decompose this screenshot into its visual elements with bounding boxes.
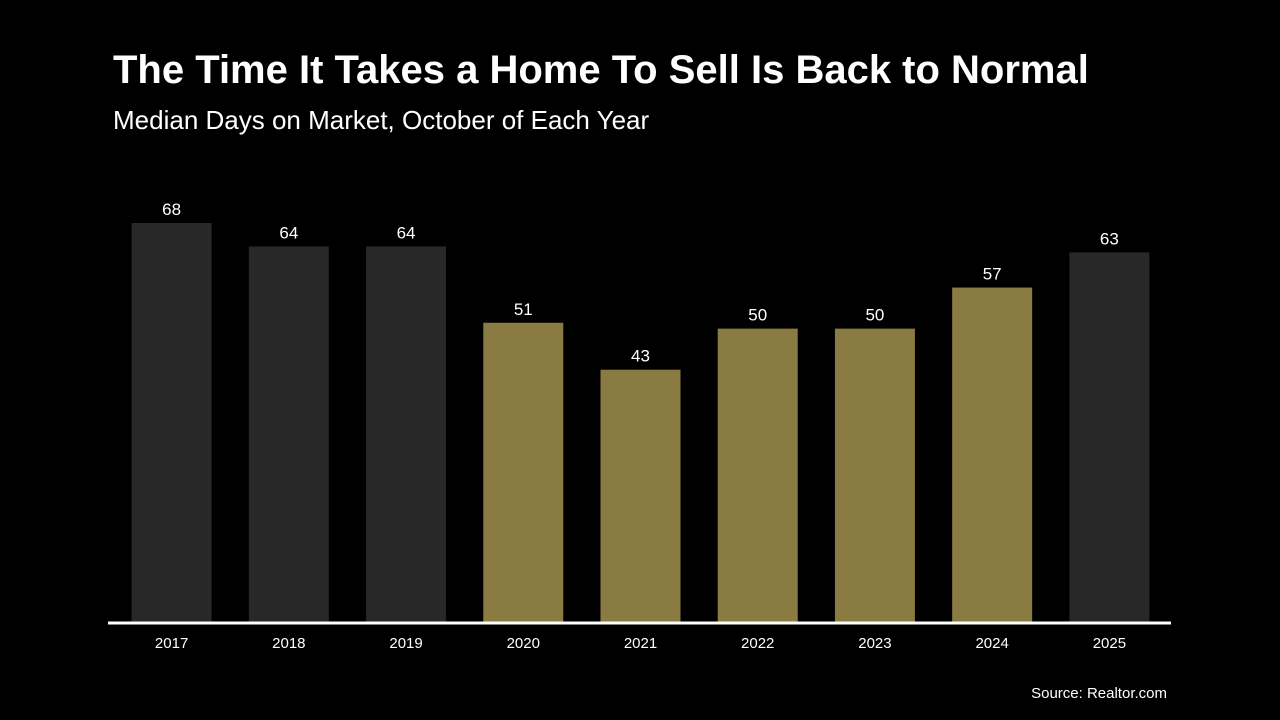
x-tick-label-2021: 2021 [624, 635, 657, 652]
value-label-2022: 50 [748, 306, 767, 325]
value-label-2021: 43 [631, 347, 650, 366]
bar-2018 [248, 246, 329, 622]
bar-2021 [600, 369, 681, 622]
bar-2019 [366, 246, 447, 622]
source-note: Source: Realtor.com [1031, 685, 1167, 702]
bar-2020 [483, 322, 564, 622]
value-labels-group: 68 64 64 51 43 50 50 57 63 [162, 200, 1119, 366]
value-label-2024: 57 [983, 265, 1002, 284]
chart-subtitle: Median Days on Market, October of Each Y… [113, 105, 650, 135]
value-label-2025: 63 [1100, 229, 1119, 248]
value-label-2020: 51 [514, 300, 533, 319]
x-tick-label-2024: 2024 [975, 635, 1008, 652]
x-tick-label-2023: 2023 [858, 635, 891, 652]
bar-2017 [131, 223, 212, 622]
bar-2024 [952, 287, 1033, 622]
bars-group [131, 223, 1150, 622]
bar-2022 [717, 328, 798, 622]
x-tick-label-2017: 2017 [155, 635, 188, 652]
value-label-2017: 68 [162, 200, 181, 219]
value-label-2018: 64 [279, 223, 298, 242]
bar-2023 [834, 328, 915, 622]
value-label-2023: 50 [865, 306, 884, 325]
x-tick-label-2020: 2020 [507, 635, 540, 652]
x-tick-label-2025: 2025 [1093, 635, 1126, 652]
bar-2025 [1069, 252, 1150, 622]
x-tick-label-2018: 2018 [272, 635, 305, 652]
x-tick-label-2019: 2019 [389, 635, 422, 652]
value-label-2019: 64 [397, 223, 416, 242]
chart-title: The Time It Takes a Home To Sell Is Back… [113, 48, 1089, 92]
x-tick-label-2022: 2022 [741, 635, 774, 652]
tick-labels-group: 2017 2018 2019 2020 2021 2022 2023 2024 2025 [155, 635, 1126, 652]
